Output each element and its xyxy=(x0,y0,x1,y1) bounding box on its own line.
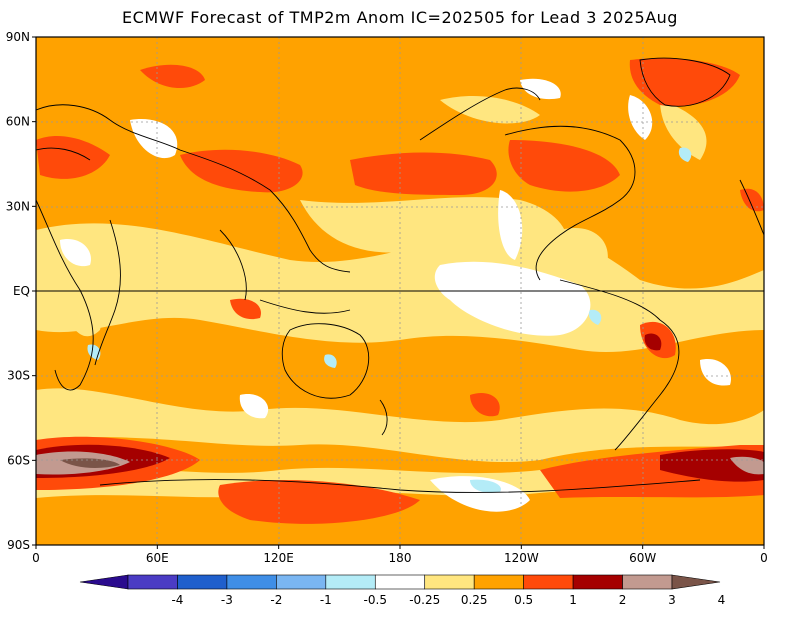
colorbar-segment xyxy=(622,574,673,590)
lon-label: 120E xyxy=(263,551,294,565)
lat-label: 30N xyxy=(6,199,30,213)
lat-label: 90N xyxy=(6,30,30,44)
extreme-anomaly-regions xyxy=(36,451,764,475)
colorbar-segment xyxy=(226,574,277,590)
lon-label: 0 xyxy=(760,551,768,565)
lat-label: 60N xyxy=(6,115,30,129)
colorbar-label: -2 xyxy=(270,593,282,607)
lat-label: EQ xyxy=(13,284,30,298)
colorbar-segment xyxy=(127,574,178,590)
colorbar-high-arrow xyxy=(671,574,721,590)
colorbar-low-arrow xyxy=(79,574,129,590)
lon-label: 60E xyxy=(146,551,169,565)
colorbar-segment xyxy=(325,574,376,590)
neutral-regions xyxy=(60,78,731,512)
colorbar-segment xyxy=(473,574,524,590)
colorbar-label: 4 xyxy=(718,593,726,607)
lat-label: 90S xyxy=(7,538,30,552)
colorbar-label: -0.25 xyxy=(409,593,440,607)
latitude-labels: 90N 60N 30N EQ 30S 60S 90S xyxy=(6,30,36,552)
colorbar-label: 0.25 xyxy=(461,593,488,607)
gridlines xyxy=(36,37,764,545)
lon-label: 120W xyxy=(504,551,539,565)
cool-regions xyxy=(87,147,692,493)
colorbar-label: -3 xyxy=(221,593,233,607)
colorbar-segment xyxy=(572,574,623,590)
lon-label: 0 xyxy=(32,551,40,565)
colorbar-segment xyxy=(177,574,228,590)
colorbar-label: 0.5 xyxy=(514,593,533,607)
lon-label: 180 xyxy=(389,551,412,565)
map-title: ECMWF Forecast of TMP2m Anom IC=202505 f… xyxy=(122,8,678,27)
colorbar-label: -0.5 xyxy=(364,593,387,607)
colorbar-segment xyxy=(374,574,426,590)
colorbar-label: 3 xyxy=(668,593,676,607)
lat-label: 60S xyxy=(7,453,30,467)
lat-label: 30S xyxy=(7,369,30,383)
coastlines xyxy=(36,57,764,493)
lon-label: 60W xyxy=(629,551,656,565)
colorbar-label: 1 xyxy=(569,593,577,607)
colorbar-label: -1 xyxy=(320,593,332,607)
colorbar-segment xyxy=(523,574,574,590)
colorbar-segment xyxy=(276,574,327,590)
colorbar: -4 -3 -2 -1 -0.5 -0.25 0.25 0.5 1 2 3 4 xyxy=(79,574,726,607)
colorbar-label: -4 xyxy=(171,593,183,607)
colorbar-label: 2 xyxy=(619,593,627,607)
colorbar-segment xyxy=(424,574,475,590)
longitude-labels: 0 60E 120E 180 120W 60W 0 xyxy=(32,545,768,565)
